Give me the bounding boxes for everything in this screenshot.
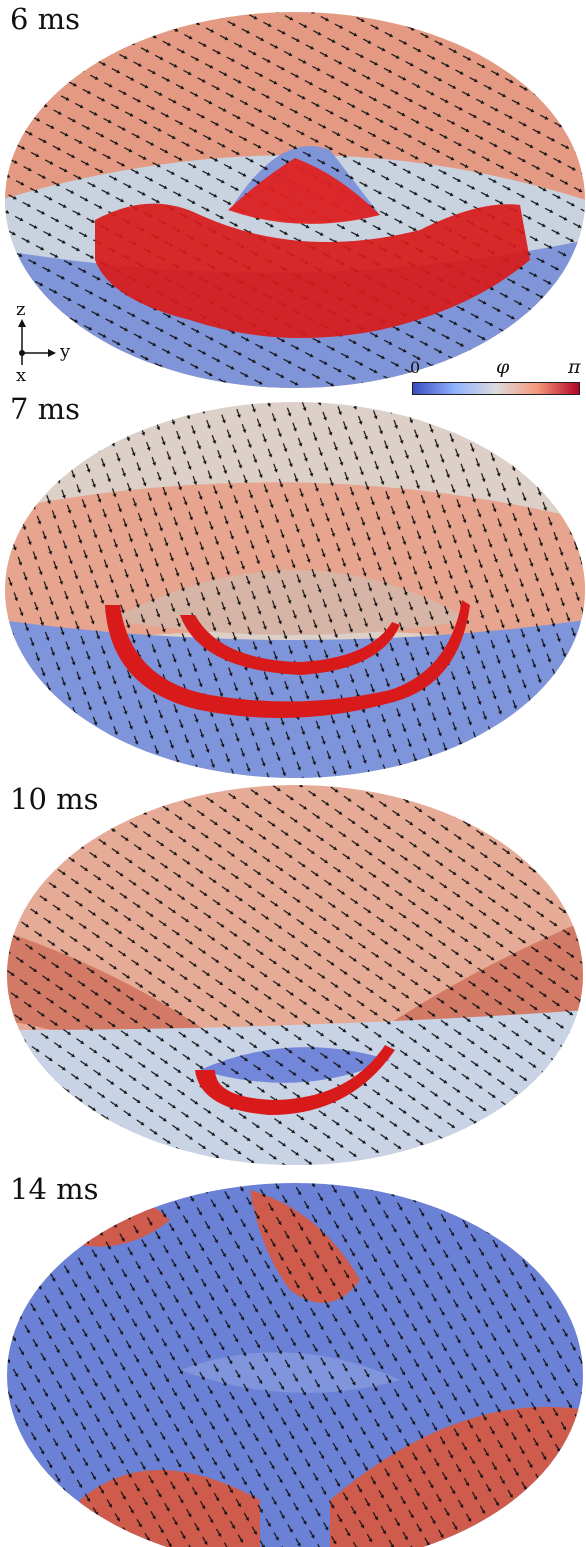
panel-7ms: 7 ms [0, 390, 586, 780]
colorbar-min-label: 0 [410, 358, 421, 377]
panel-10ms: 10 ms [0, 780, 586, 1170]
axis-y-label: y [60, 341, 71, 362]
axes-triad: z y x [8, 299, 78, 389]
time-label: 10 ms [10, 782, 99, 816]
panel-14ms: 14 ms [0, 1170, 586, 1547]
colorbar: 0 φ π [410, 356, 581, 398]
isosurface-ring [95, 203, 530, 338]
colorbar-symbol: φ [496, 356, 510, 378]
colorbar-max-label: π [568, 356, 581, 378]
time-label: 14 ms [10, 1172, 99, 1206]
panel-7ms-visualization [5, 402, 585, 778]
isosurface-cap [228, 158, 380, 224]
isosurface-ring [195, 1045, 395, 1115]
panel-6ms: 6 ms z y x 0 φ π [0, 0, 586, 395]
colorbar-gradient [412, 382, 580, 395]
panel-6ms-visualization [5, 12, 585, 388]
panel-14ms-visualization [7, 1183, 583, 1547]
isosurface-inner-ring [180, 615, 400, 675]
time-label: 6 ms [10, 2, 81, 36]
panel-10ms-visualization [7, 785, 583, 1165]
time-label: 7 ms [10, 392, 81, 426]
axis-x-label: x [16, 365, 27, 386]
axis-z-label: z [16, 299, 26, 320]
